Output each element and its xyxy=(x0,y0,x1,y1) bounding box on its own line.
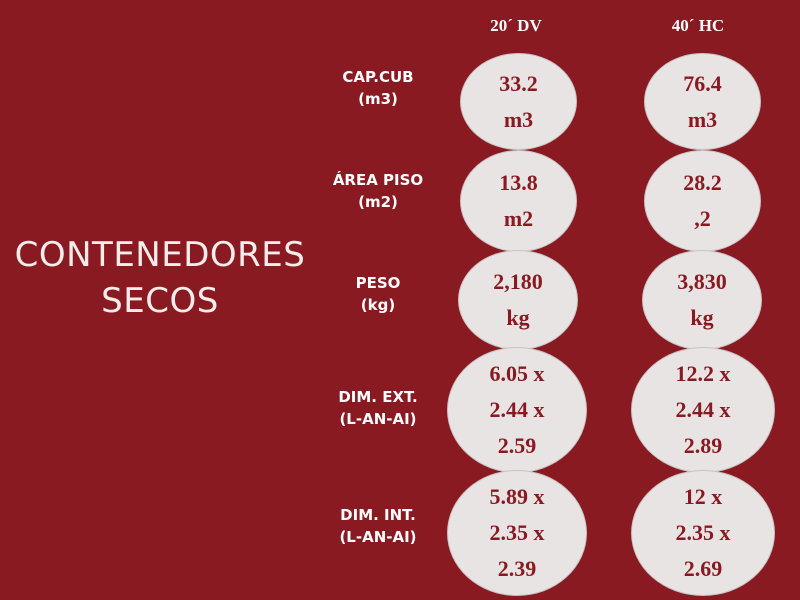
cell-cap-cub-20dv: 33.2 m3 xyxy=(460,53,577,150)
cell-dim-ext-20dv: 6.05 x 2.44 x 2.59 xyxy=(447,347,587,473)
cell-line: kg xyxy=(506,305,530,330)
cell-line: 13.8 xyxy=(499,170,538,195)
cell-line: 5.89 x xyxy=(489,484,545,509)
cell-dim-int-20dv: 5.89 x 2.35 x 2.39 xyxy=(447,470,587,596)
cell-line: m3 xyxy=(687,106,718,132)
column-header-40hc: 40´ HC xyxy=(671,16,725,35)
cell-line: 6.05 x xyxy=(489,361,545,386)
cell-line: 2.44 x xyxy=(489,397,545,422)
cell-cap-cub-40hc: 76.4 m3 xyxy=(644,53,761,150)
row-label-line: (L-AN-AI) xyxy=(339,410,417,428)
cell-line: 28.2 xyxy=(683,170,722,195)
cell-area-piso-20dv: 13.8 m2 xyxy=(460,150,577,252)
row-label-line: DIM. INT. xyxy=(340,506,416,524)
title-line-2: SECOS xyxy=(101,281,219,321)
cell-line: 2.39 xyxy=(497,556,537,581)
row-label-area-piso: ÁREA PISO (m2) xyxy=(318,169,438,213)
cell-line: 3,830 xyxy=(677,269,727,294)
cell-line: ,2 xyxy=(694,206,711,231)
row-label-line: DIM. EXT. xyxy=(338,388,418,406)
row-label-line: ÁREA PISO xyxy=(332,171,424,189)
cell-line: 2.44 x xyxy=(675,397,731,422)
row-label-line: (m2) xyxy=(358,193,398,211)
row-label-line: (L-AN-AI) xyxy=(339,528,417,546)
row-label-line: CAP.CUB xyxy=(342,68,414,86)
cell-dim-int-40hc: 12 x 2.35 x 2.69 xyxy=(631,470,775,596)
cell-line: 2.89 xyxy=(683,433,723,458)
cell-line: 2.35 x xyxy=(489,520,545,545)
row-label-cap-cub: CAP.CUB (m3) xyxy=(318,66,438,110)
cell-line: m2 xyxy=(503,206,534,231)
row-label-peso: PESO (kg) xyxy=(318,272,438,316)
cell-peso-20dv: 2,180 kg xyxy=(458,250,578,350)
cell-line: 12.2 x xyxy=(675,361,731,386)
cell-line: 2,180 xyxy=(493,269,543,294)
cell-line: 76.4 xyxy=(683,70,722,96)
cell-line: kg xyxy=(690,305,714,330)
row-label-dim-int: DIM. INT. (L-AN-AI) xyxy=(318,504,438,548)
column-header-20dv: 20´ DV xyxy=(490,16,542,35)
row-label-dim-ext: DIM. EXT. (L-AN-AI) xyxy=(318,386,438,430)
cell-peso-40hc: 3,830 kg xyxy=(642,250,762,350)
cell-line: 2.59 xyxy=(497,433,537,458)
row-label-line: (kg) xyxy=(360,296,396,314)
cell-line: 2.35 x xyxy=(675,520,731,545)
title-line-1: CONTENEDORES xyxy=(14,235,306,275)
cell-area-piso-40hc: 28.2 ,2 xyxy=(644,150,761,252)
cell-line: m3 xyxy=(503,106,534,132)
row-label-line: (m3) xyxy=(358,90,398,108)
page-title: CONTENEDORES SECOS xyxy=(0,232,320,324)
cell-line: 2.69 xyxy=(683,556,723,581)
cell-dim-ext-40hc: 12.2 x 2.44 x 2.89 xyxy=(631,347,775,473)
cell-line: 12 x xyxy=(683,484,723,509)
cell-line: 33.2 xyxy=(499,70,538,96)
row-label-line: PESO xyxy=(355,274,401,292)
